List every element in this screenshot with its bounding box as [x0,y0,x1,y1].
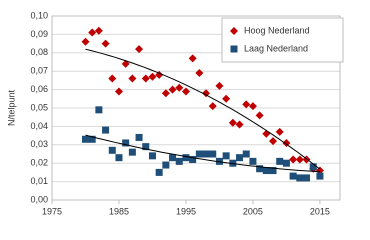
legend-marker [230,27,238,35]
diamond-point [222,94,231,103]
square-point [148,152,156,160]
square-point [102,126,110,134]
square-point [88,135,96,143]
y-tick-label: 0,05 [30,102,48,112]
diamond-point [161,89,170,98]
square-point [316,172,324,180]
y-tick-label: 0,01 [30,176,48,186]
y-tick-label: 0,10 [30,10,48,20]
y-axis-label: N/telpunt [6,89,16,126]
diamond-point [228,118,237,127]
diamond-point [141,74,150,83]
diamond-point [215,81,224,90]
diamond-point [88,28,97,37]
y-tick-label: 0,06 [30,84,48,94]
diamond-point [135,45,144,54]
square-point [202,150,210,158]
x-tick-label: 1985 [109,206,129,216]
square-point [182,154,190,162]
diamond-point [101,39,110,48]
legend-label: Hoog Nederland [244,25,310,35]
diamond-point [148,72,157,81]
square-point [209,150,217,158]
diamond-point [195,69,204,78]
square-point [95,106,103,114]
square-point [236,154,244,162]
diamond-point [128,74,137,83]
y-tick-label: 0,07 [30,66,48,76]
y-tick-label: 0,09 [30,29,48,39]
square-point [249,157,257,165]
x-tick-label: 2005 [243,206,263,216]
diamond-point [295,155,304,164]
square-point [269,167,277,175]
diamond-point [121,59,130,68]
square-point [309,163,317,171]
diamond-point [235,120,244,129]
square-point [256,165,264,173]
square-point [169,154,177,162]
diamond-point [181,87,190,96]
square-point [262,167,270,175]
square-point [222,152,230,160]
legend-box [221,17,344,63]
trend-line [85,48,321,170]
square-point [195,150,203,158]
y-tick-label: 0,02 [30,158,48,168]
diamond-point [108,74,117,83]
square-point [162,161,170,169]
y-tick-label: 0,04 [30,121,48,131]
diamond-point [269,137,278,146]
trend-line [85,134,320,173]
diamond-point [168,85,177,94]
plot-border [51,15,341,201]
square-point [142,143,150,151]
square-point [276,157,284,165]
square-point [189,156,197,164]
diamond-point [255,111,264,120]
legend-label: Laag Nederland [244,43,308,53]
page: {"chart_data": {"type": "scatter", "y_la… [6,10,344,217]
chart: N/telpunt 0,00 0,01 0,02 0,03 0,04 0,05 0,06 0,… [6,10,344,216]
square-point [108,146,116,154]
square-point [242,150,250,158]
square-point [296,174,304,182]
square-point [135,133,143,141]
diamond-point [188,54,197,63]
y-tick-label: 0,00 [30,194,48,204]
diamond-point [282,138,291,147]
diamond-point [248,102,257,111]
square-point [282,159,290,167]
square-point [122,139,130,147]
square-point [175,157,183,165]
x-tick-label: 1975 [42,206,62,216]
diamond-point [114,87,123,96]
square-point [115,154,123,162]
legend-marker [230,45,238,53]
square-point [289,172,297,180]
square-point [81,135,89,143]
diamond-point [175,83,184,92]
x-tick-label: 1995 [176,206,196,216]
diamond-point [242,100,251,109]
diamond-point [94,26,103,35]
diamond-point [289,155,298,164]
diamond-point [208,102,217,111]
square-point [128,148,136,156]
diamond-point [315,166,324,175]
square-point [303,174,311,182]
diamond-point [202,89,211,98]
diamond-point [275,127,284,136]
square-point [155,168,163,176]
y-tick-label: 0,03 [30,139,48,149]
diamond-point [81,37,90,46]
x-tick-label: 2015 [310,206,330,216]
y-tick-label: 0,08 [30,47,48,57]
